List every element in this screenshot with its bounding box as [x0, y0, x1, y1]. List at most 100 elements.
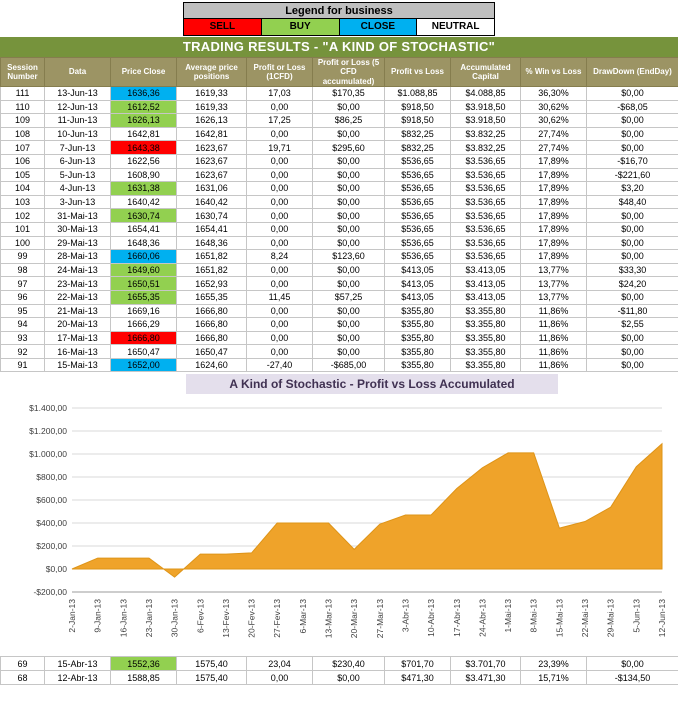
cell-pl-5cfd[interactable]: $295,60: [313, 141, 385, 155]
cell-win-pct[interactable]: 13,77%: [521, 263, 587, 277]
cell-drawdown[interactable]: -$221,60: [587, 168, 678, 182]
cell-session[interactable]: 103: [1, 195, 45, 209]
cell-session[interactable]: 100: [1, 236, 45, 250]
cell-pl-5cfd[interactable]: $0,00: [313, 236, 385, 250]
cell-profit-vs-loss[interactable]: $536,65: [385, 222, 451, 236]
column-header-price-close[interactable]: Price Close: [111, 58, 177, 87]
cell-pl-1cfd[interactable]: 0,00: [247, 331, 313, 345]
cell-profit-vs-loss[interactable]: $355,80: [385, 318, 451, 332]
cell-pl-1cfd[interactable]: 0,00: [247, 671, 313, 685]
cell-price-close[interactable]: 1631,38: [111, 182, 177, 196]
cell-profit-vs-loss[interactable]: $355,80: [385, 358, 451, 372]
cell-date[interactable]: 12-Jun-13: [45, 100, 111, 114]
cell-accumulated-capital[interactable]: $3.536,65: [451, 209, 521, 223]
cell-pl-1cfd[interactable]: 0,00: [247, 182, 313, 196]
cell-pl-1cfd[interactable]: 0,00: [247, 154, 313, 168]
cell-pl-1cfd[interactable]: 11,45: [247, 290, 313, 304]
cell-pl-1cfd[interactable]: 0,00: [247, 127, 313, 141]
cell-avg-price[interactable]: 1650,47: [177, 345, 247, 359]
cell-accumulated-capital[interactable]: $3.413,05: [451, 277, 521, 291]
cell-profit-vs-loss[interactable]: $413,05: [385, 290, 451, 304]
cell-win-pct[interactable]: 17,89%: [521, 209, 587, 223]
cell-pl-5cfd[interactable]: $0,00: [313, 100, 385, 114]
cell-session[interactable]: 95: [1, 304, 45, 318]
legend-item-buy[interactable]: BUY: [262, 19, 340, 36]
cell-pl-5cfd[interactable]: $0,00: [313, 318, 385, 332]
cell-session[interactable]: 102: [1, 209, 45, 223]
cell-date[interactable]: 31-Mai-13: [45, 209, 111, 223]
cell-drawdown[interactable]: $0,00: [587, 141, 678, 155]
cell-avg-price[interactable]: 1666,80: [177, 304, 247, 318]
cell-session[interactable]: 110: [1, 100, 45, 114]
cell-date[interactable]: 10-Jun-13: [45, 127, 111, 141]
legend-item-sell[interactable]: SELL: [183, 19, 262, 36]
cell-pl-1cfd[interactable]: 0,00: [247, 318, 313, 332]
cell-pl-1cfd[interactable]: 0,00: [247, 345, 313, 359]
cell-date[interactable]: 12-Abr-13: [45, 671, 111, 685]
cell-pl-5cfd[interactable]: $230,40: [313, 657, 385, 671]
chart[interactable]: A Kind of Stochastic - Profit vs Loss Ac…: [0, 372, 678, 656]
cell-session[interactable]: 92: [1, 345, 45, 359]
cell-profit-vs-loss[interactable]: $536,65: [385, 209, 451, 223]
cell-win-pct[interactable]: 17,89%: [521, 250, 587, 264]
cell-avg-price[interactable]: 1666,80: [177, 318, 247, 332]
cell-pl-1cfd[interactable]: 0,00: [247, 304, 313, 318]
cell-drawdown[interactable]: $0,00: [587, 290, 678, 304]
column-header-pl-1cfd[interactable]: Profit or Loss (1CFD): [247, 58, 313, 87]
cell-session[interactable]: 105: [1, 168, 45, 182]
cell-avg-price[interactable]: 1651,82: [177, 263, 247, 277]
cell-accumulated-capital[interactable]: $3.413,05: [451, 290, 521, 304]
cell-drawdown[interactable]: $24,20: [587, 277, 678, 291]
cell-date[interactable]: 28-Mai-13: [45, 250, 111, 264]
cell-date[interactable]: 21-Mai-13: [45, 304, 111, 318]
cell-accumulated-capital[interactable]: $3.413,05: [451, 263, 521, 277]
cell-pl-5cfd[interactable]: $0,00: [313, 127, 385, 141]
cell-price-close[interactable]: 1655,35: [111, 290, 177, 304]
cell-win-pct[interactable]: 17,89%: [521, 195, 587, 209]
cell-profit-vs-loss[interactable]: $536,65: [385, 195, 451, 209]
cell-date[interactable]: 7-Jun-13: [45, 141, 111, 155]
cell-price-close[interactable]: 1650,51: [111, 277, 177, 291]
cell-date[interactable]: 11-Jun-13: [45, 114, 111, 128]
cell-avg-price[interactable]: 1623,67: [177, 154, 247, 168]
cell-avg-price[interactable]: 1626,13: [177, 114, 247, 128]
column-header-avg-price[interactable]: Average price positions: [177, 58, 247, 87]
cell-drawdown[interactable]: $0,00: [587, 87, 678, 101]
cell-profit-vs-loss[interactable]: $355,80: [385, 304, 451, 318]
cell-pl-1cfd[interactable]: 0,00: [247, 100, 313, 114]
cell-drawdown[interactable]: -$16,70: [587, 154, 678, 168]
cell-profit-vs-loss[interactable]: $832,25: [385, 127, 451, 141]
cell-profit-vs-loss[interactable]: $832,25: [385, 141, 451, 155]
cell-drawdown[interactable]: $48,40: [587, 195, 678, 209]
cell-profit-vs-loss[interactable]: $536,65: [385, 154, 451, 168]
cell-pl-5cfd[interactable]: $0,00: [313, 331, 385, 345]
cell-pl-5cfd[interactable]: $0,00: [313, 304, 385, 318]
cell-drawdown[interactable]: $33,30: [587, 263, 678, 277]
cell-pl-1cfd[interactable]: 0,00: [247, 195, 313, 209]
cell-date[interactable]: 6-Jun-13: [45, 154, 111, 168]
cell-win-pct[interactable]: 11,86%: [521, 318, 587, 332]
cell-price-close[interactable]: 1660,06: [111, 250, 177, 264]
cell-price-close[interactable]: 1652,00: [111, 358, 177, 372]
cell-win-pct[interactable]: 11,86%: [521, 331, 587, 345]
cell-avg-price[interactable]: 1651,82: [177, 250, 247, 264]
cell-session[interactable]: 97: [1, 277, 45, 291]
cell-win-pct[interactable]: 17,89%: [521, 236, 587, 250]
cell-pl-1cfd[interactable]: 0,00: [247, 263, 313, 277]
column-header-pl-5cfd[interactable]: Profit or Loss (5 CFD accumulated): [313, 58, 385, 87]
cell-accumulated-capital[interactable]: $3.536,65: [451, 236, 521, 250]
cell-drawdown[interactable]: -$68,05: [587, 100, 678, 114]
column-header-date[interactable]: Data: [45, 58, 111, 87]
column-header-session[interactable]: Session Number: [1, 58, 45, 87]
cell-pl-1cfd[interactable]: 0,00: [247, 277, 313, 291]
cell-session[interactable]: 69: [1, 657, 45, 671]
cell-pl-1cfd[interactable]: 17,03: [247, 87, 313, 101]
cell-pl-5cfd[interactable]: -$685,00: [313, 358, 385, 372]
cell-avg-price[interactable]: 1652,93: [177, 277, 247, 291]
cell-pl-5cfd[interactable]: $0,00: [313, 222, 385, 236]
cell-accumulated-capital[interactable]: $3.355,80: [451, 318, 521, 332]
cell-pl-5cfd[interactable]: $0,00: [313, 671, 385, 685]
cell-pl-5cfd[interactable]: $0,00: [313, 195, 385, 209]
cell-session[interactable]: 108: [1, 127, 45, 141]
cell-price-close[interactable]: 1669,16: [111, 304, 177, 318]
